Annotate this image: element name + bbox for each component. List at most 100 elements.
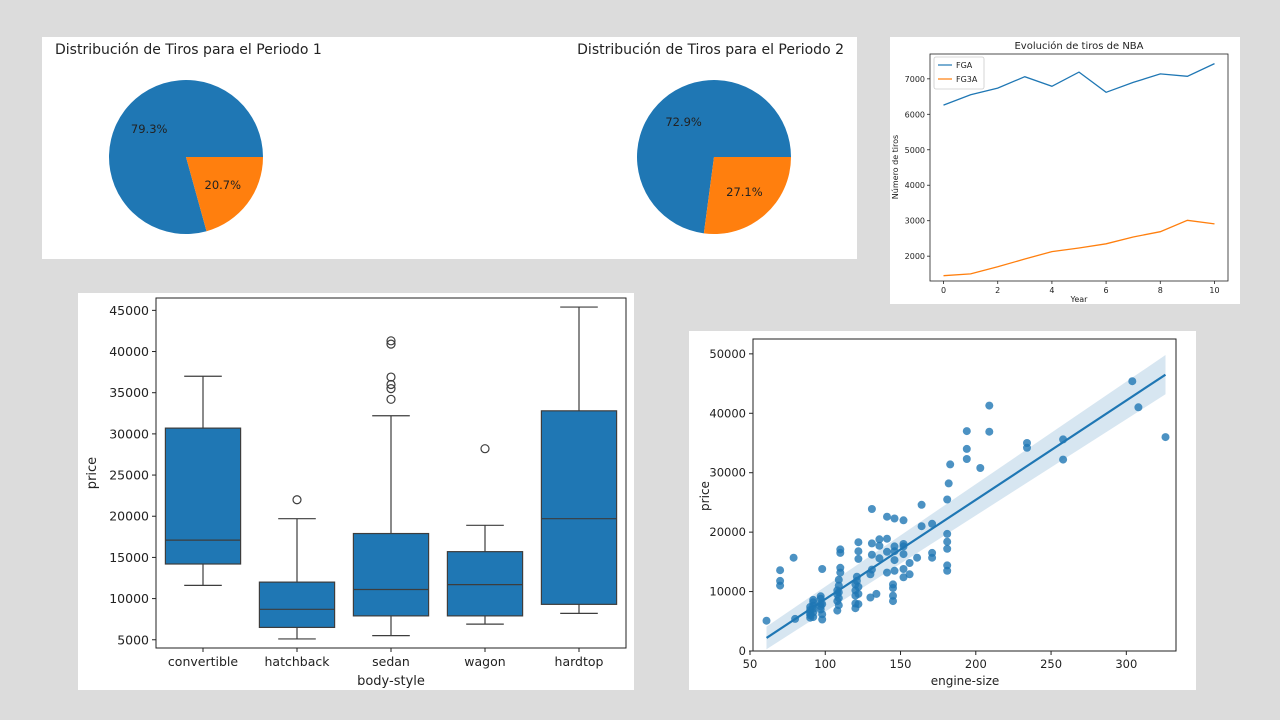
scatter-points <box>762 377 1170 625</box>
scatter-x-tick-label: 250 <box>1040 657 1062 671</box>
pie1-slice-0 <box>109 80 264 235</box>
scatter-confidence-band <box>766 355 1166 650</box>
scatter-point <box>913 553 922 562</box>
pie2-label-1: 27.1% <box>726 185 763 199</box>
scatter-point <box>854 538 863 547</box>
line-x-label: Year <box>1070 295 1089 304</box>
scatter-point <box>883 512 891 521</box>
scatter-point <box>854 582 863 591</box>
line-chart-svg: Evolución de tiros de NBA 0 2 4 6 8 10 2000 300… <box>891 40 1229 304</box>
scatter-point <box>854 600 863 609</box>
scatter-point <box>789 553 798 562</box>
scatter-point <box>943 529 952 538</box>
scatter-point <box>809 595 818 604</box>
scatter-y-tick-label: 20000 <box>709 525 746 539</box>
scatter-point <box>834 575 843 584</box>
scatter-axes: 50 100 150 200 250 300 0 10000 20000 30000 40000 50… <box>709 347 1137 671</box>
box-outlier <box>292 495 302 505</box>
line-x-tick-label: 10 <box>1209 286 1219 295</box>
box-y-label: price <box>85 457 100 489</box>
box-outlier <box>386 339 396 349</box>
scatter-point <box>917 500 926 509</box>
legend-fg3a-label: FG3A <box>956 75 978 84</box>
scatter-point <box>867 550 876 559</box>
box-axes: 5000 10000 15000 20000 25000 30000 35000 40000 4… <box>109 303 603 669</box>
line-y-tick-label: 6000 <box>905 110 925 119</box>
scatter-point <box>985 401 994 410</box>
scatter-point <box>943 495 952 504</box>
scatter-x-tick-label: 100 <box>814 657 836 671</box>
scatter-confidence-band-group <box>766 355 1166 650</box>
box-x-tick-label: hatchback <box>265 654 331 669</box>
scatter-point <box>875 541 884 550</box>
scatter-y-tick-label: 0 <box>739 644 746 658</box>
line-chart-panel: Evolución de tiros de NBA 0 2 4 6 8 10 2000 300… <box>890 37 1240 304</box>
scatter-point <box>943 537 952 546</box>
scatter-point <box>867 505 876 513</box>
line-x-tick-label: 4 <box>1049 286 1054 295</box>
scatter-point <box>905 570 914 579</box>
scatter-point <box>834 581 843 590</box>
scatter-point <box>854 589 863 598</box>
line-y-tick-label: 5000 <box>905 146 925 155</box>
scatter-point <box>943 561 952 570</box>
box-plot-panel: 5000 10000 15000 20000 25000 30000 35000 40000 4… <box>78 293 634 690</box>
scatter-point <box>1059 455 1068 464</box>
box-y-tick-label: 45000 <box>109 303 149 318</box>
line-series-fg3a <box>943 219 1215 277</box>
scatter-point <box>976 464 985 472</box>
scatter-x-tick-label: 200 <box>965 657 987 671</box>
line-y-label: Número de tiros <box>891 135 900 199</box>
box-outlier <box>386 372 396 382</box>
box-y-tick-label: 10000 <box>109 591 149 606</box>
scatter-y-tick-label: 40000 <box>709 406 746 420</box>
scatter-y-tick-label: 50000 <box>709 347 746 361</box>
scatter-plot-panel: 50 100 150 200 250 300 0 10000 20000 30000 40000 50… <box>689 331 1196 690</box>
box-sedan <box>352 532 430 617</box>
scatter-point <box>943 544 952 553</box>
box-x-label: body-style <box>357 674 425 689</box>
scatter-point <box>890 556 899 565</box>
scatter-point <box>836 563 845 572</box>
box-y-tick-label: 15000 <box>109 550 149 565</box>
scatter-point <box>889 591 897 600</box>
box-plot-svg: 5000 10000 15000 20000 25000 30000 35000 40000 4… <box>85 297 627 689</box>
box-y-tick-label: 20000 <box>109 509 149 524</box>
pie2-slices: 72.9% 27.1% <box>637 79 791 234</box>
scatter-point <box>890 514 899 523</box>
scatter-regression-line <box>765 373 1167 639</box>
scatter-point <box>883 568 891 577</box>
scatter-point <box>1128 377 1137 386</box>
scatter-point <box>854 554 863 563</box>
box-x-tick-label: convertible <box>168 654 238 669</box>
line-y-tick-label: 4000 <box>905 181 925 190</box>
scatter-point <box>889 580 897 589</box>
scatter-point <box>890 542 899 551</box>
scatter-point <box>834 594 843 603</box>
line-x-tick-label: 6 <box>1104 286 1109 295</box>
scatter-point <box>962 444 971 453</box>
scatter-x-label: engine-size <box>931 674 1000 688</box>
line-y-tick-label: 7000 <box>905 75 925 84</box>
box-x-tick-label: wagon <box>464 654 505 669</box>
pie1-title: Distribución de Tiros para el Periodo 1 <box>55 42 322 58</box>
scatter-point <box>985 427 994 436</box>
line-x-tick-label: 0 <box>941 286 946 295</box>
box-y-tick-label: 5000 <box>117 632 149 647</box>
scatter-regression-group <box>765 373 1167 639</box>
scatter-point <box>946 460 955 469</box>
box-wagon <box>446 551 524 617</box>
scatter-point <box>890 566 899 575</box>
scatter-point <box>762 616 771 625</box>
scatter-point <box>899 516 908 525</box>
legend-fga-label: FGA <box>956 61 973 70</box>
scatter-x-tick-label: 300 <box>1115 657 1137 671</box>
box-y-tick-label: 25000 <box>109 468 149 483</box>
box-hatchback <box>258 581 336 629</box>
scatter-point <box>872 589 881 598</box>
scatter-x-tick-label: 50 <box>743 657 758 671</box>
pie2-slice-1 <box>703 157 791 234</box>
scatter-point <box>899 573 908 582</box>
scatter-point <box>854 547 863 556</box>
scatter-plot-svg: 50 100 150 200 250 300 0 10000 20000 30000 40000 50… <box>698 338 1177 688</box>
